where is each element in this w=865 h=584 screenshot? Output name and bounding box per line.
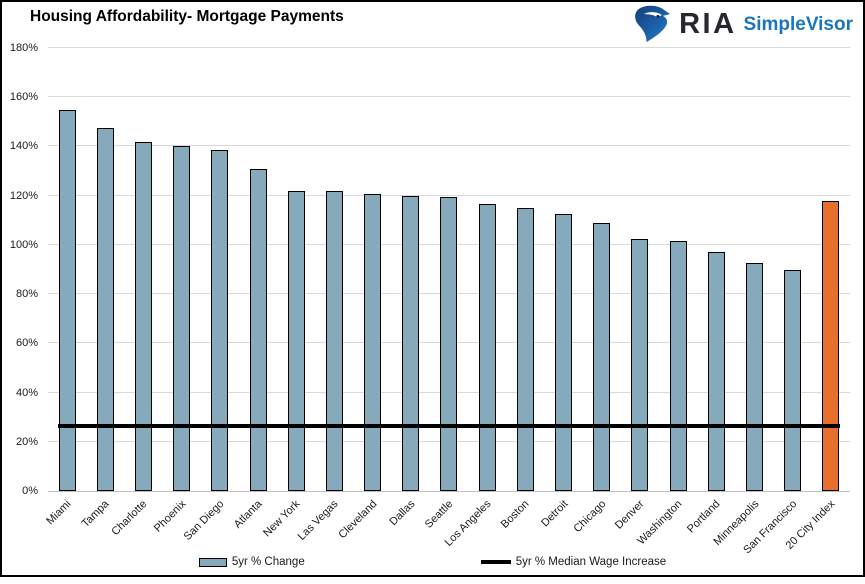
plot-area bbox=[48, 47, 850, 492]
bar-slot bbox=[392, 48, 430, 491]
y-tick-label: 120% bbox=[9, 189, 38, 202]
bar-slot bbox=[812, 48, 850, 491]
bar-los-angeles bbox=[478, 204, 496, 491]
bar-slot bbox=[544, 48, 582, 491]
reference-line-swatch bbox=[480, 560, 511, 564]
bar-san-diego bbox=[211, 150, 229, 491]
chart-title: Housing Affordability- Mortgage Payments bbox=[30, 8, 344, 25]
y-tick-label: 40% bbox=[15, 386, 38, 399]
bar-boston bbox=[516, 207, 534, 491]
y-axis: 0% 20% 40% 60% 80% 100% 120% 140% 160% 180% bbox=[2, 42, 44, 497]
bar-slot bbox=[506, 48, 544, 491]
bar-chicago bbox=[593, 222, 611, 491]
brand-logo: RIA SimpleVisor bbox=[632, 5, 853, 43]
bar-new-york bbox=[287, 190, 305, 491]
bar-slot bbox=[659, 48, 697, 491]
bar-cleveland bbox=[364, 194, 382, 491]
gridline bbox=[48, 47, 850, 48]
bar-slot bbox=[468, 48, 506, 491]
bar-20-city-index bbox=[822, 200, 840, 491]
bar-slot bbox=[277, 48, 315, 491]
bar-slot bbox=[239, 48, 277, 491]
bar-slot bbox=[124, 48, 162, 491]
bar-washington bbox=[669, 241, 687, 491]
y-tick-label: 180% bbox=[9, 42, 38, 54]
bar-minneapolis bbox=[745, 263, 763, 491]
bar-denver bbox=[631, 238, 649, 491]
gridline bbox=[48, 96, 850, 98]
y-tick-label: 160% bbox=[9, 91, 38, 104]
bar-detroit bbox=[555, 214, 573, 491]
chart-legend: 5yr % Change 5yr % Median Wage Increase bbox=[2, 556, 863, 568]
bar-charlotte bbox=[134, 141, 152, 491]
bar-slot bbox=[163, 48, 201, 491]
y-tick-label: 20% bbox=[15, 435, 38, 448]
x-axis: Miami Tampa Charlotte Phoenix San Diego Atlan… bbox=[44, 494, 850, 556]
bar-series bbox=[48, 48, 850, 491]
bar-slot bbox=[774, 48, 812, 491]
bar-slot bbox=[354, 48, 392, 491]
y-tick-label: 0% bbox=[22, 485, 38, 497]
y-tick-label: 80% bbox=[15, 288, 38, 301]
bar-slot bbox=[201, 48, 239, 491]
bar-slot bbox=[315, 48, 353, 491]
brand-name: RIA bbox=[679, 7, 737, 40]
bar-portland bbox=[707, 252, 725, 491]
bar-phoenix bbox=[173, 146, 191, 491]
ria-eagle-icon bbox=[632, 5, 672, 43]
bar-slot bbox=[697, 48, 735, 491]
bar-slot bbox=[86, 48, 124, 491]
bar-atlanta bbox=[249, 168, 267, 491]
bar-seattle bbox=[440, 196, 458, 491]
median-wage-reference-line bbox=[58, 423, 841, 428]
bar-slot bbox=[48, 48, 86, 491]
bar-slot bbox=[430, 48, 468, 491]
y-tick-label: 100% bbox=[9, 238, 38, 251]
bar-miami bbox=[58, 109, 76, 491]
bar-slot bbox=[621, 48, 659, 491]
legend-label: 5yr % Median Wage Increase bbox=[515, 556, 667, 568]
legend-item-bar-series: 5yr % Change bbox=[198, 556, 305, 568]
gridline bbox=[48, 194, 850, 196]
y-tick-label: 60% bbox=[15, 337, 38, 350]
gridline bbox=[48, 145, 850, 147]
bar-dallas bbox=[402, 195, 420, 491]
bar-slot bbox=[735, 48, 773, 491]
product-name: SimpleVisor bbox=[743, 13, 853, 35]
bar-tampa bbox=[96, 128, 114, 491]
bar-series-swatch bbox=[198, 557, 227, 567]
bar-las-vegas bbox=[325, 190, 343, 491]
bar-san-francisco bbox=[784, 269, 802, 491]
legend-label: 5yr % Change bbox=[231, 556, 305, 568]
y-tick-label: 140% bbox=[9, 140, 38, 153]
legend-item-reference-line: 5yr % Median Wage Increase bbox=[480, 556, 667, 568]
